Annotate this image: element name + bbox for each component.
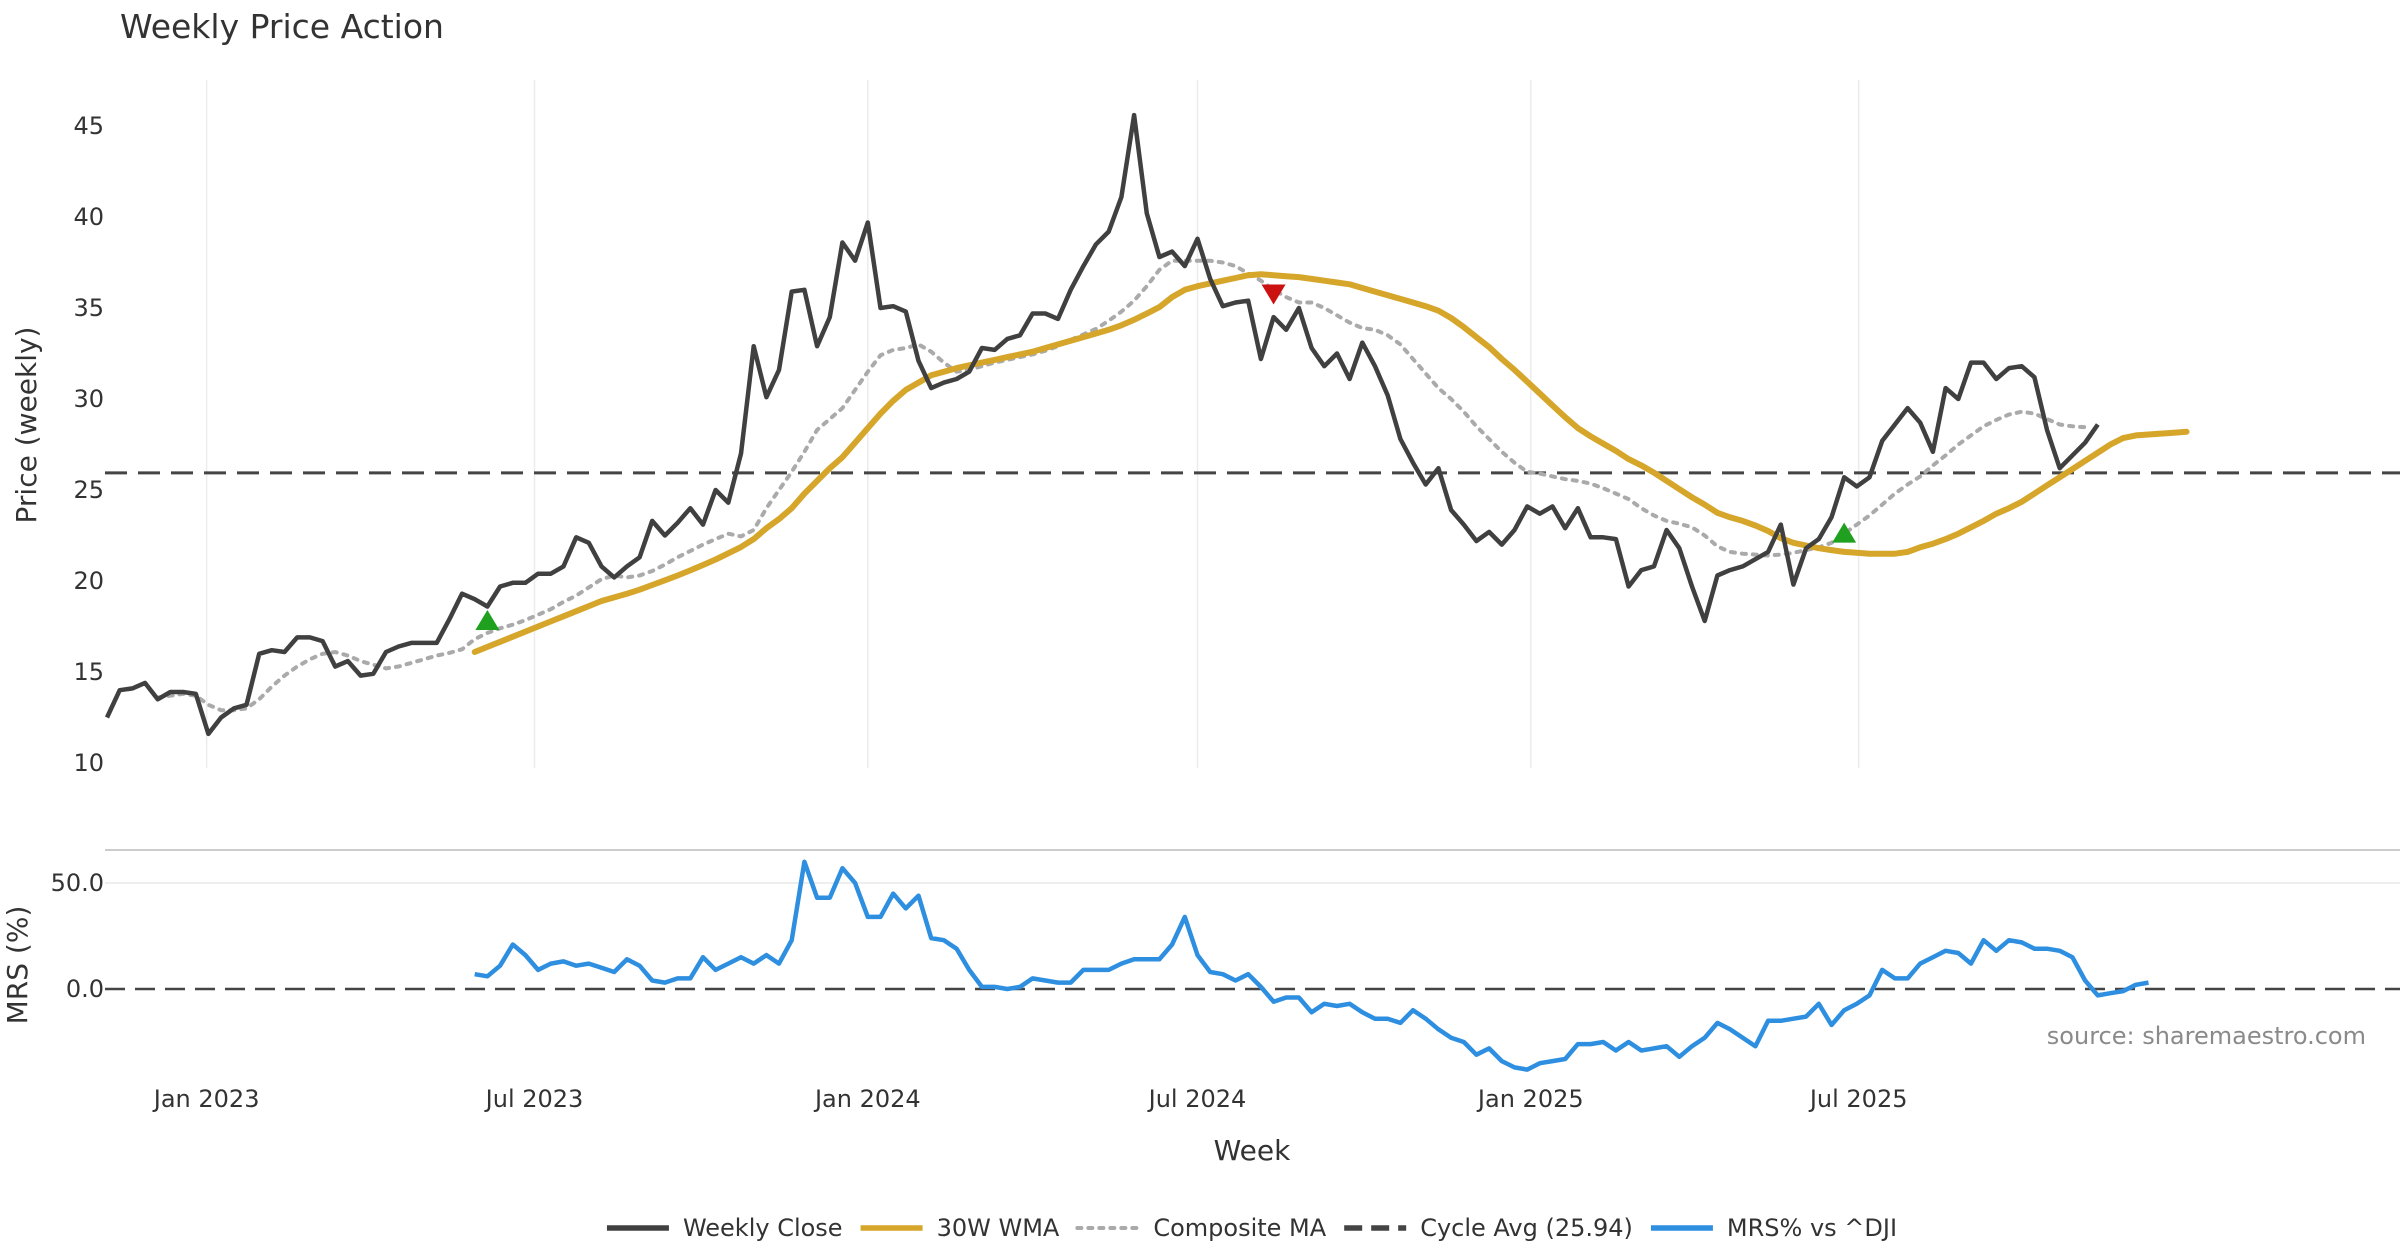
x-tick-label: Jul 2025: [1808, 1085, 1908, 1113]
price-y-tick-label: 25: [73, 476, 104, 504]
mrs-y-tick-label: 0.0: [66, 975, 104, 1003]
x-tick-label: Jan 2025: [1476, 1085, 1584, 1113]
price-y-tick-label: 45: [73, 112, 104, 140]
mrs-y-tick-label: 50.0: [51, 869, 104, 897]
x-tick-label: Jan 2023: [152, 1085, 260, 1113]
price-y-tick-label: 10: [73, 749, 104, 777]
buy-signal-marker: [1832, 522, 1857, 543]
price-y-tick-label: 40: [73, 203, 104, 231]
legend-label: Weekly Close: [683, 1214, 843, 1242]
legend-label: MRS% vs ^DJI: [1727, 1214, 1897, 1242]
x-tick-label: Jul 2023: [484, 1085, 584, 1113]
x-ticks: Jan 2023 Jul 2023 Jan 2024 Jul 2024 Jan 2025…: [152, 1085, 1908, 1113]
x-axis-label: Week: [1214, 1134, 1291, 1167]
price-y-ticks: 10 15 20 25 30 35 40 45: [73, 112, 104, 777]
weekly-close-line: [104, 112, 2100, 737]
x-tick-label: Jan 2024: [813, 1085, 921, 1113]
mrs-y-ticks: 0.0 50.0: [51, 869, 104, 1003]
legend-label: Cycle Avg (25.94): [1420, 1214, 1633, 1242]
mrs-y-axis-label: MRS (%): [1, 906, 34, 1025]
buy-signal-marker: [475, 610, 500, 631]
mrs-line: [474, 859, 2149, 1072]
price-y-tick-label: 15: [73, 658, 104, 686]
price-y-tick-label: 35: [73, 294, 104, 322]
price-y-tick-label: 20: [73, 567, 104, 595]
signal-markers: [475, 284, 1857, 631]
sell-signal-marker: [1261, 284, 1286, 305]
source-note: source: sharemaestro.com: [2047, 1022, 2366, 1050]
price-y-tick-label: 30: [73, 385, 104, 413]
price-y-axis-label: Price (weekly): [10, 327, 43, 524]
wma-30w-line: [471, 271, 2190, 655]
x-tick-label: Jul 2024: [1147, 1085, 1247, 1113]
legend-label: 30W WMA: [937, 1214, 1060, 1242]
price-gridlines: [205, 80, 1860, 768]
legend: Weekly Close 30W WMA Composite MA Cycle Avg…: [606, 1214, 1897, 1242]
legend-label: Composite MA: [1153, 1214, 1326, 1242]
chart-title: Weekly Price Action: [120, 7, 444, 46]
